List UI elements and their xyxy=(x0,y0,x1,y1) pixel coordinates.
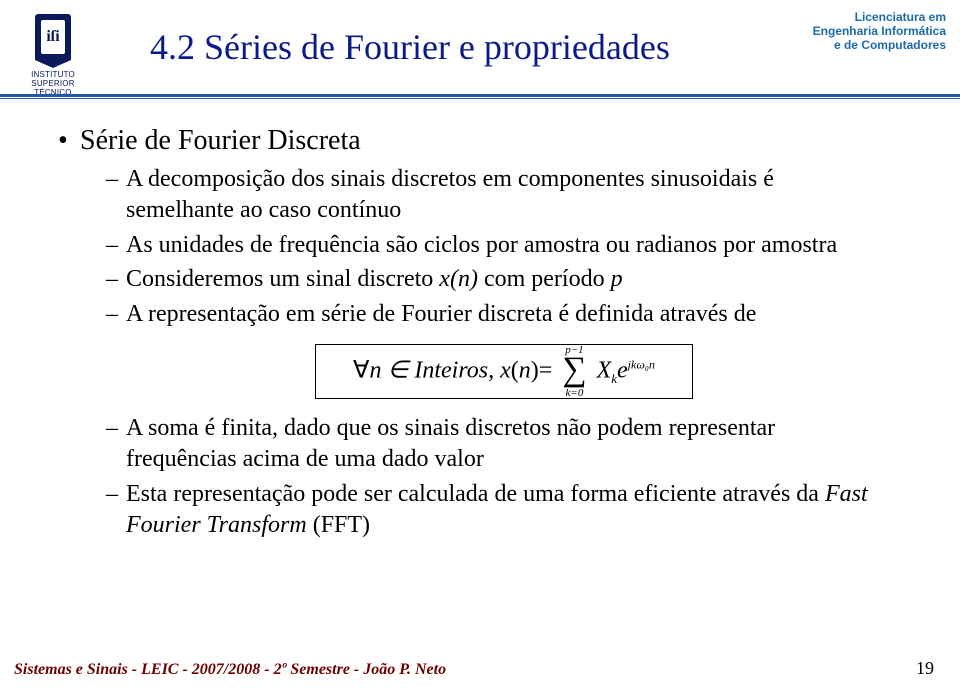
slide: iſi INSTITUTO SUPERIOR TÉCNICO IOI Licen… xyxy=(0,0,960,691)
sub-item-5: –A soma é finita, dado que os sinais dis… xyxy=(106,413,902,474)
page-number: 19 xyxy=(916,658,934,679)
sub-text-4: A representação em série de Fourier disc… xyxy=(126,299,886,330)
logo-badge: iſi xyxy=(35,14,71,60)
bullet-level1: •Série de Fourier Discreta xyxy=(58,124,902,158)
dash-icon: – xyxy=(106,413,126,444)
sub-item-3: –Consideremos um sinal discreto x(n) com… xyxy=(106,264,902,295)
s6b: (FFT) xyxy=(307,512,370,538)
formula-exp: jkω₀n xyxy=(628,357,655,371)
sub-item-6: –Esta representação pode ser calculada d… xyxy=(106,479,902,540)
program-label-right: IOI Licenciatura em Engenharia Informáti… xyxy=(813,10,946,52)
s6a: Esta representação pode ser calculada de… xyxy=(126,481,825,507)
logo-caption-line2: SUPERIOR xyxy=(31,79,74,88)
s3b: com período xyxy=(478,266,611,292)
footer-text: Sistemas e Sinais - LEIC - 2007/2008 - 2… xyxy=(14,661,446,679)
forall-symbol: ∀ xyxy=(353,357,369,383)
dash-icon: – xyxy=(106,479,126,510)
sub-text-3: Consideremos um sinal discreto x(n) com … xyxy=(126,264,886,295)
sub-text-1: A decomposição dos sinais discretos em c… xyxy=(126,164,886,225)
logo-caption: INSTITUTO SUPERIOR TÉCNICO xyxy=(22,70,84,97)
sub-item-2: –As unidades de frequência são ciclos po… xyxy=(106,230,902,261)
program-line1: Licenciatura em xyxy=(813,10,946,24)
formula-open: ( xyxy=(511,357,519,383)
formula-box: ∀n ∈ Inteiros, x(n)= p−1 ∑ k=0 Xkejkω₀n xyxy=(315,344,693,400)
sub-item-4: –A representação em série de Fourier dis… xyxy=(106,299,902,330)
formula-eq: = xyxy=(539,357,553,383)
sum-lower: k=0 xyxy=(566,386,584,400)
logo-caption-line1: INSTITUTO xyxy=(31,70,75,79)
slide-content: •Série de Fourier Discreta –A decomposiç… xyxy=(58,124,902,544)
sub-list: –A decomposição dos sinais discretos em … xyxy=(106,164,902,540)
sub-text-6: Esta representação pode ser calculada de… xyxy=(126,479,886,540)
bullet-l1-text: Série de Fourier Discreta xyxy=(80,125,361,156)
title-separator xyxy=(0,94,960,100)
s3a: Consideremos um sinal discreto xyxy=(126,266,439,292)
summation: p−1 ∑ k=0 xyxy=(562,355,586,389)
formula-close: ) xyxy=(531,357,539,383)
logo-monogram: iſi xyxy=(41,20,65,54)
s3i: x(n) xyxy=(439,266,478,292)
sub-text-5: A soma é finita, dado que os sinais disc… xyxy=(126,413,886,474)
institution-logo-left: iſi INSTITUTO SUPERIOR TÉCNICO xyxy=(22,14,84,97)
sum-upper: p−1 xyxy=(565,343,583,357)
program-line2: Engenharia Informática xyxy=(813,24,946,38)
bullet-dot-icon: • xyxy=(58,124,80,158)
formula-e: e xyxy=(617,357,628,383)
dash-icon: – xyxy=(106,164,126,195)
s3p: p xyxy=(611,266,623,292)
formula-arg: n xyxy=(519,357,531,383)
dash-icon: – xyxy=(106,230,126,261)
slide-title: 4.2 Séries de Fourier e propriedades xyxy=(150,26,670,68)
formula-n-in: n ∈ Inteiros, x xyxy=(369,357,510,383)
dash-icon: – xyxy=(106,264,126,295)
program-line3: e de Computadores xyxy=(813,38,946,52)
dash-icon: – xyxy=(106,299,126,330)
formula-X: X xyxy=(597,357,612,383)
sub-item-1: –A decomposição dos sinais discretos em … xyxy=(106,164,902,225)
sub-text-2: As unidades de frequência são ciclos por… xyxy=(126,230,886,261)
